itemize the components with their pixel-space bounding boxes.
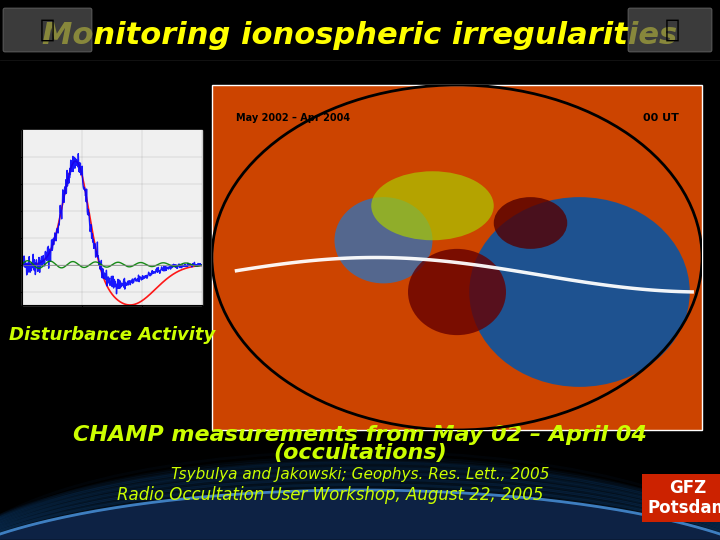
Text: 00 UT: 00 UT	[643, 113, 679, 123]
Ellipse shape	[0, 490, 720, 540]
Text: Disturbance Activity: Disturbance Activity	[9, 326, 215, 344]
Text: 🛸: 🛸	[40, 18, 55, 42]
Text: 🛸: 🛸	[665, 18, 680, 42]
Text: Monitoring ionospheric irregularities: Monitoring ionospheric irregularities	[42, 21, 678, 50]
Ellipse shape	[372, 171, 494, 240]
Text: GFZ
Potsdam: GFZ Potsdam	[647, 478, 720, 517]
Bar	[22, 130, 202, 305]
Ellipse shape	[335, 197, 433, 284]
X-axis label: L-stance, km: L-stance, km	[89, 326, 135, 332]
Bar	[212, 85, 702, 430]
Ellipse shape	[469, 197, 690, 387]
Text: Radio Occultation User Workshop, August 22, 2005: Radio Occultation User Workshop, August …	[117, 486, 544, 504]
Text: (occultations): (occultations)	[273, 443, 447, 463]
FancyBboxPatch shape	[3, 8, 92, 52]
Text: Tsybulya and Jakowski; Geophys. Res. Lett., 2005: Tsybulya and Jakowski; Geophys. Res. Let…	[171, 468, 549, 483]
Text: May 2002 – Apr 2004: May 2002 – Apr 2004	[236, 113, 351, 123]
FancyBboxPatch shape	[628, 8, 712, 52]
Text: CHAMP measurements from May 02 – April 04: CHAMP measurements from May 02 – April 0…	[73, 425, 647, 445]
Ellipse shape	[494, 197, 567, 249]
Ellipse shape	[408, 249, 506, 335]
